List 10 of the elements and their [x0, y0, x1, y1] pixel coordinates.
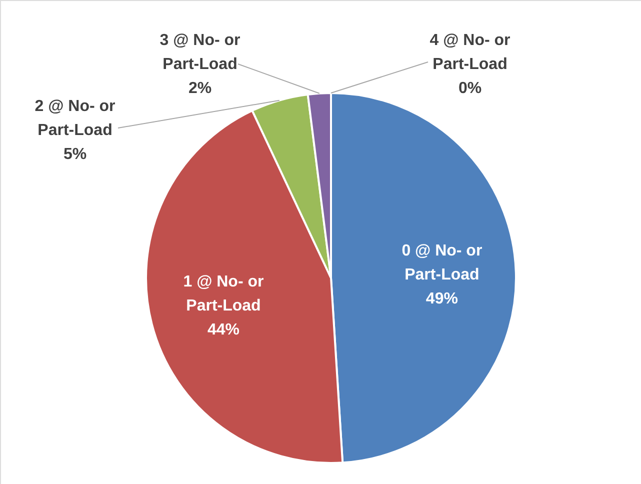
- slice-label: 0 @ No- or Part-Load: [402, 242, 482, 284]
- slice-label: 1 @ No- or Part-Load: [183, 274, 264, 315]
- category-label: 4 @ No- or Part-Load: [430, 32, 510, 73]
- slice-label: 3 @ No- or Part-Load: [160, 32, 240, 73]
- data-label: 2%: [188, 80, 212, 97]
- text: 0%: [458, 80, 482, 97]
- slice-label: 2 @ No- or Part-Load: [34, 98, 116, 139]
- data-label: 5%: [63, 146, 87, 163]
- data-label: 44%: [207, 322, 240, 339]
- data-label: 49%: [426, 290, 458, 308]
